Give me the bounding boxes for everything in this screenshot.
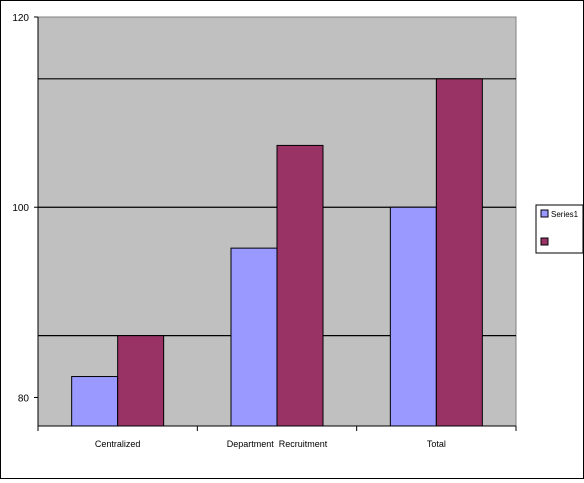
x-tick-label: Total: [427, 439, 446, 449]
bar-series2-2: [276, 144, 324, 427]
y-tick-label: 80: [18, 393, 30, 404]
y-tick-label: 100: [12, 203, 29, 214]
x-tick-label: Centralized: [95, 439, 141, 449]
legend-label-series1: Series1: [551, 210, 579, 219]
bar-series1-3: [389, 206, 437, 427]
bar-series2-3: [435, 78, 483, 427]
legend-swatch-series2: [540, 237, 549, 246]
x-tick-label: Department Recruitment: [227, 439, 328, 449]
legend: Series1: [535, 204, 584, 254]
y-tick-label: 120: [12, 13, 29, 24]
bar-series2-1: [117, 335, 165, 427]
bar-series1-1: [71, 376, 119, 427]
legend-swatch-series1: [540, 209, 549, 218]
bar-series1-2: [230, 247, 278, 427]
